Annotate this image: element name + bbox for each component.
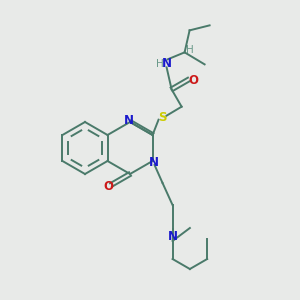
Text: O: O	[188, 74, 198, 87]
Text: S: S	[158, 111, 167, 124]
Text: N: N	[124, 115, 134, 128]
Text: N: N	[148, 155, 158, 169]
Text: H: H	[156, 59, 164, 69]
Text: H: H	[186, 45, 194, 56]
Text: O: O	[103, 181, 113, 194]
Text: N: N	[162, 57, 172, 70]
Text: N: N	[167, 230, 178, 244]
